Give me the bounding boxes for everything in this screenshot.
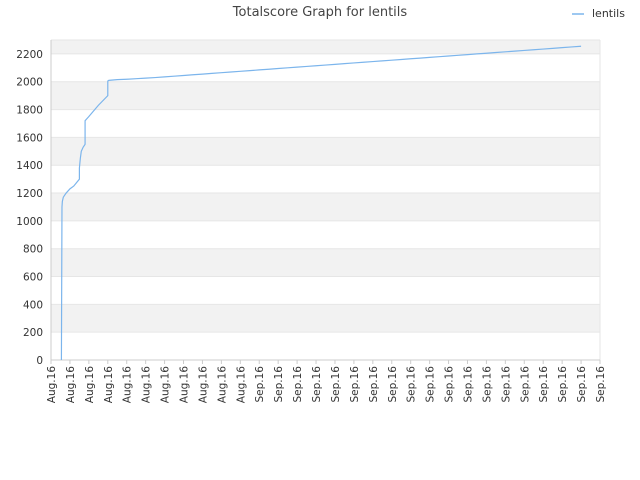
plot-band [51,109,600,138]
y-tick-label: 1000 [16,216,43,228]
x-tick-label: Sep.16 [425,366,437,403]
x-tick-label: Sep.16 [538,366,550,403]
legend-label-lentils: lentils [592,7,625,20]
y-tick-label: 600 [23,272,43,284]
x-tick-label: Sep.16 [254,366,266,403]
x-tick-label: Sep.16 [519,366,531,403]
x-tick-label: Aug.16 [179,366,191,404]
axes [50,40,601,361]
y-axis-ticks: 0 200 400 600 800 1000 1200 1400 1600 1800 2000 220… [16,49,43,367]
x-tick-label: Sep.16 [576,366,588,403]
y-tick-label: 2200 [16,49,43,61]
x-axis-ticks: Aug.16 Aug.16 Aug.16 Aug.16 Aug.16 Aug.16 Aug.… [46,360,607,403]
x-tick-label: Aug.16 [46,366,58,404]
x-tick-label: Aug.16 [103,366,115,404]
x-tick-label: Sep.16 [330,366,342,403]
plot-band [51,193,600,221]
x-tick-label: Sep.16 [406,366,418,403]
x-tick-label: Aug.16 [84,366,96,404]
series-group [60,45,582,361]
plot-band [51,248,600,277]
plot-band [51,332,600,360]
x-tick-label: Sep.16 [349,366,361,403]
y-tick-label: 1200 [16,188,43,200]
x-tick-label: Aug.16 [197,366,209,404]
x-tick-label: Aug.16 [160,366,172,404]
x-tick-label: Sep.16 [500,366,512,403]
y-tick-label: 1600 [16,132,43,144]
plot-band [51,137,600,166]
x-tick-label: Sep.16 [292,366,304,403]
y-tick-label: 400 [23,299,43,311]
y-tick-label: 2000 [16,77,43,89]
plot-band [51,165,600,194]
x-tick-label: Sep.16 [557,366,569,403]
x-tick-label: Sep.16 [387,366,399,403]
x-tick-label: Aug.16 [141,366,153,404]
x-tick-label: Sep.16 [368,366,380,403]
x-tick-label: Sep.16 [273,366,285,403]
x-tick-label: Sep.16 [595,366,607,403]
plot-band [51,81,600,110]
x-tick-label: Sep.16 [462,366,474,403]
x-tick-label: Aug.16 [122,366,134,404]
x-tick-label: Aug.16 [235,366,247,404]
plot-band [51,220,600,249]
plot-band [51,276,600,305]
x-tick-label: Aug.16 [216,366,228,404]
series-line-lentils [60,45,582,361]
y-tick-label: 0 [36,355,43,367]
plot-band [51,304,600,333]
chart-title: Totalscore Graph for lentils [232,5,408,20]
y-tick-label: 800 [23,244,43,256]
x-tick-label: Aug.16 [65,366,77,404]
plot-background [51,40,600,360]
y-tick-label: 200 [23,327,43,339]
x-tick-label: Sep.16 [481,366,493,403]
y-tick-label: 1800 [16,105,43,117]
plot-band [51,53,600,82]
x-tick-label: Sep.16 [311,366,323,403]
grid-lines [51,39,600,361]
legend[interactable]: lentils [572,7,625,20]
y-tick-label: 1400 [16,160,43,172]
plot-band [51,40,600,54]
x-tick-label: Sep.16 [444,366,456,403]
